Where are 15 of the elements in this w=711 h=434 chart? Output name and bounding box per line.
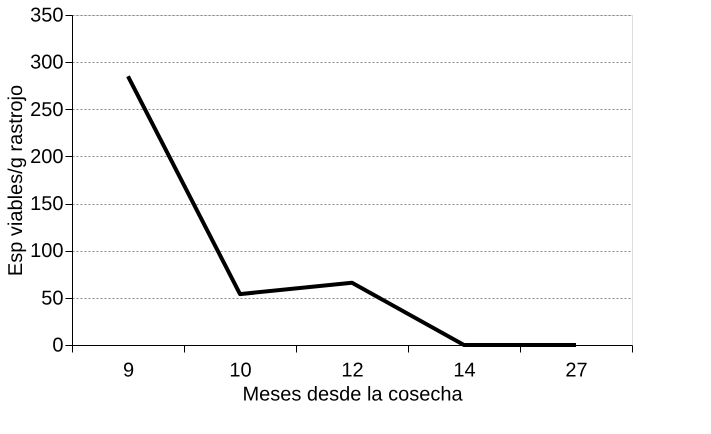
y-tick-label: 0 <box>52 334 64 356</box>
y-tick-label: 150 <box>30 193 64 216</box>
x-tick-label: 10 <box>229 360 252 382</box>
x-axis-title: Meses desde la cosecha <box>242 384 464 406</box>
y-tick-label: 300 <box>30 52 64 74</box>
y-axis-title: Esp viables/g rastrojo <box>5 84 28 276</box>
x-tick-label: 27 <box>565 360 588 382</box>
y-tick-label: 50 <box>41 287 64 310</box>
y-tick-label: 350 <box>30 4 64 26</box>
y-tick-label: 100 <box>30 240 64 262</box>
x-tick-label: 12 <box>341 360 364 382</box>
y-tick-label: 200 <box>30 146 64 168</box>
x-tick-label: 9 <box>122 360 134 382</box>
x-tick-label: 14 <box>453 360 476 382</box>
y-tick-label: 250 <box>30 98 64 121</box>
